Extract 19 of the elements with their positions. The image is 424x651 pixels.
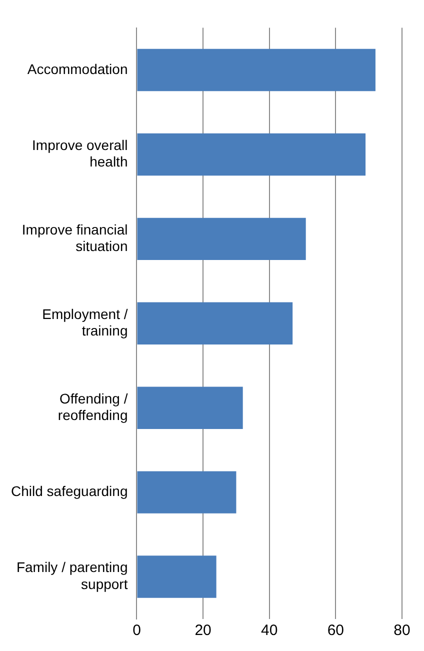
x-tick-label: 40: [261, 622, 278, 640]
x-tick-label: 20: [194, 622, 212, 640]
x-tick-label: 0: [132, 622, 141, 640]
y-tick-label: Accommodation: [27, 60, 128, 77]
y-tick-label: Employment / training: [42, 306, 128, 339]
y-tick-label: Improve overall health: [32, 136, 128, 170]
y-tick-label: Child safeguarding: [10, 483, 128, 500]
bar: [137, 133, 366, 176]
bar: [137, 302, 293, 345]
y-tick-label: Family / parenting support: [16, 559, 128, 592]
x-tick-label: 80: [394, 622, 410, 640]
bar: [137, 386, 243, 429]
bar: [137, 218, 306, 260]
bar: [137, 48, 376, 92]
x-tick-label: 60: [327, 622, 344, 640]
y-tick-label: Offending / reoffending: [58, 390, 128, 424]
bar: [137, 471, 236, 514]
bar: [137, 556, 216, 598]
y-tick-label: Improve financial situation: [22, 221, 128, 254]
